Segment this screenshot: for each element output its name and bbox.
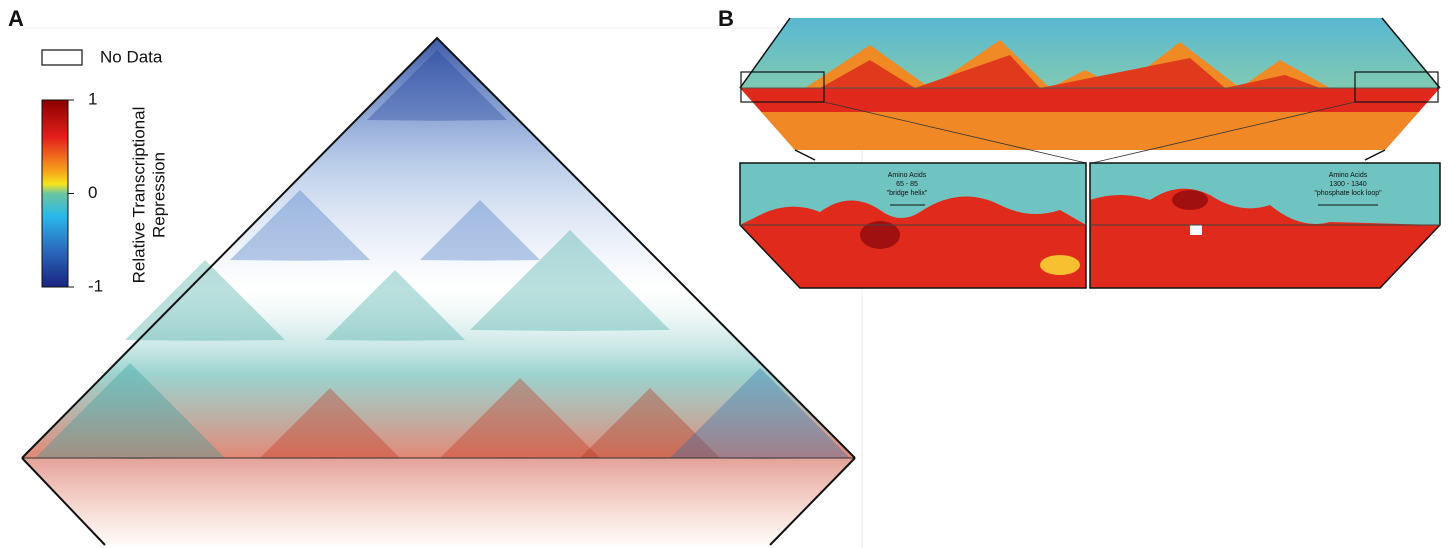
legend-label: No Data <box>100 47 163 66</box>
colorbar-title: Relative Transcriptional <box>129 107 148 284</box>
colorbar-tick-label: 0 <box>88 183 97 202</box>
annotation: "phosphate lock loop" <box>1314 190 1382 197</box>
figure: A B No Data 1 0 -1 Relative Transcriptiona… <box>0 0 1451 548</box>
colorbar-tick-label: -1 <box>88 276 103 295</box>
heatmap-block <box>367 50 507 121</box>
colorbar-tick-label: 1 <box>88 89 97 108</box>
annotation: 1300 - 1340 <box>1329 181 1366 188</box>
annotation: Amino Acids <box>1329 172 1368 179</box>
annotation: Amino Acids <box>888 172 927 179</box>
no-data-swatch <box>42 50 82 65</box>
panel-label: B <box>718 6 734 31</box>
annotation: "bridge helix" <box>887 190 928 197</box>
colorbar-title: Repression <box>149 152 168 238</box>
heatmap-strip <box>740 18 1440 152</box>
strip-edge <box>1365 150 1385 160</box>
annotation: 65 - 85 <box>896 181 918 188</box>
heatmap-lower <box>22 458 855 545</box>
colorbar <box>42 100 68 287</box>
panel-label: A <box>8 6 24 31</box>
strip-edge <box>795 150 815 160</box>
